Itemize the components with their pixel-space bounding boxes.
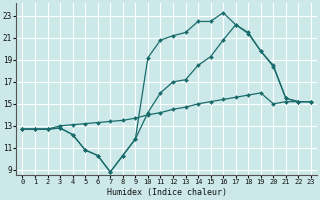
X-axis label: Humidex (Indice chaleur): Humidex (Indice chaleur) — [107, 188, 227, 197]
